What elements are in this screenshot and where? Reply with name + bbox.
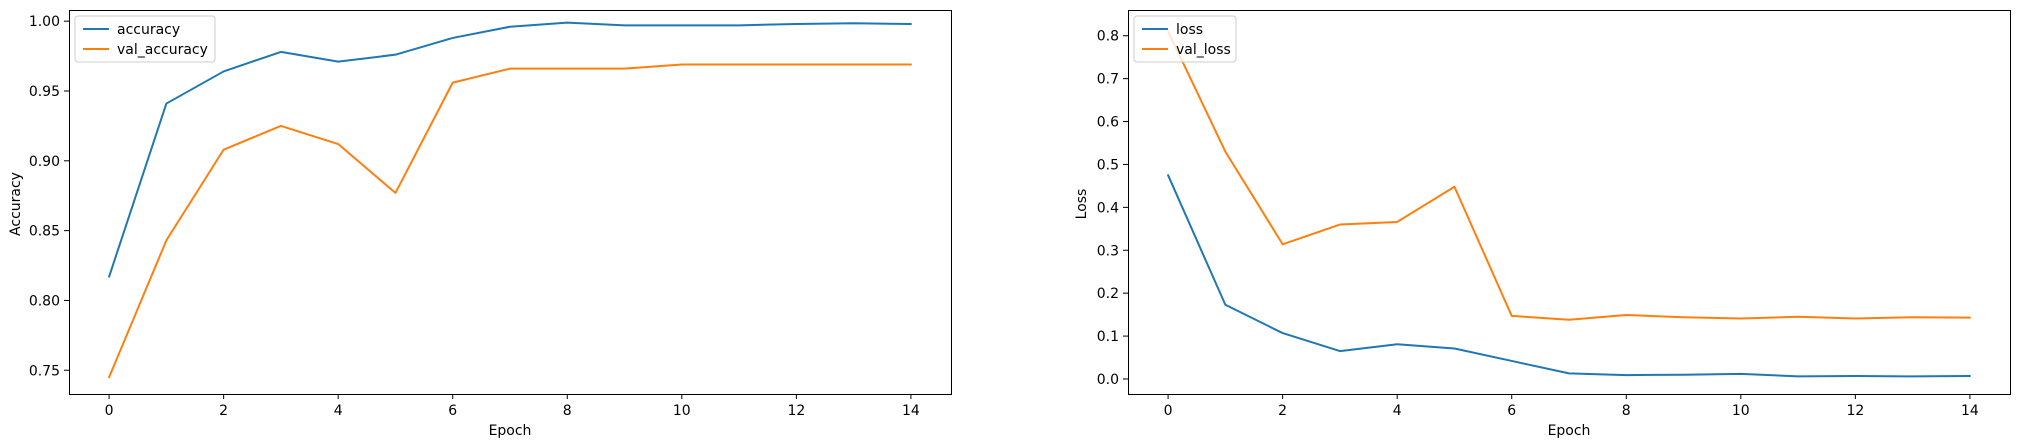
accuracy-x-tick-label: 10 — [673, 403, 691, 419]
accuracy-legend-label-val_accuracy: val_accuracy — [117, 42, 208, 58]
loss-x-tick-label: 8 — [1622, 403, 1631, 419]
loss-y-tick-label: 0.6 — [1097, 115, 1119, 131]
loss-legend-label-loss: loss — [1176, 22, 1203, 38]
accuracy-series-accuracy-line — [108, 21, 912, 278]
loss-y-tick-label: 0.3 — [1097, 243, 1119, 259]
accuracy-y-tick-label: 0.90 — [29, 154, 60, 170]
accuracy-y-tick-label: 0.80 — [29, 293, 60, 309]
accuracy-x-tick-label: 8 — [563, 403, 572, 419]
loss-x-axis-label: Epoch — [1548, 423, 1591, 439]
accuracy-legend-box — [74, 15, 216, 63]
accuracy-x-axis-label: Epoch — [489, 423, 532, 439]
loss-legend-box — [1133, 15, 1237, 63]
loss-x-tick-label: 14 — [1961, 403, 1979, 419]
loss-x-tick-label: 0 — [1164, 403, 1173, 419]
loss-y-axis-label: Loss — [1074, 189, 1090, 220]
loss-x-tick-label: 10 — [1732, 403, 1750, 419]
loss-y-tick-label: 0.2 — [1097, 286, 1119, 302]
loss-y-tick-label: 0.5 — [1097, 157, 1119, 173]
accuracy-y-tick-label: 1.00 — [29, 14, 60, 30]
loss-y-tick-label: 0.4 — [1097, 200, 1119, 216]
accuracy-x-tick-label: 14 — [902, 403, 920, 419]
loss-y-tick-label: 0.0 — [1097, 372, 1119, 388]
loss-x-tick-label: 12 — [1846, 403, 1864, 419]
loss-legend: loss val_loss — [1133, 15, 1237, 63]
loss-x-tick-label: 4 — [1393, 403, 1402, 419]
loss-chart: Epoch Loss 0 2 4 6 8 10 12 14 0.0 0.1 0.2 0.3 0.4 0.5… — [1074, 10, 2011, 439]
accuracy-x-tick-label: 6 — [448, 403, 457, 419]
loss-x-tick-label: 2 — [1278, 403, 1287, 419]
accuracy-legend: accuracy val_accuracy — [74, 15, 216, 63]
loss-axes-frame — [1128, 10, 2011, 395]
loss-y-tick-label: 0.7 — [1097, 72, 1119, 88]
loss-series-loss-line — [1167, 174, 1971, 378]
accuracy-series-val_accuracy-line — [108, 63, 912, 379]
accuracy-chart: Epoch Accuracy 0 2 4 6 8 10 12 14 0.75 0.80 0.85 0.… — [8, 10, 952, 439]
loss-series-val_loss-line — [1167, 30, 1971, 321]
accuracy-x-tick-label: 4 — [334, 403, 343, 419]
accuracy-y-axis-label: Accuracy — [8, 172, 24, 236]
loss-legend-label-val_loss: val_loss — [1176, 42, 1231, 58]
accuracy-x-tick-label: 12 — [787, 403, 805, 419]
loss-y-tick-label: 0.1 — [1097, 329, 1119, 345]
accuracy-legend-label-accuracy: accuracy — [117, 22, 180, 38]
accuracy-axes-frame — [69, 10, 952, 395]
accuracy-y-tick-label: 0.75 — [29, 363, 60, 379]
accuracy-y-tick-label: 0.95 — [29, 84, 60, 100]
accuracy-x-tick-label: 0 — [105, 403, 114, 419]
accuracy-x-tick-label: 2 — [219, 403, 228, 419]
loss-y-tick-label: 0.8 — [1097, 29, 1119, 45]
loss-x-tick-label: 6 — [1507, 403, 1516, 419]
accuracy-y-tick-label: 0.85 — [29, 224, 60, 240]
